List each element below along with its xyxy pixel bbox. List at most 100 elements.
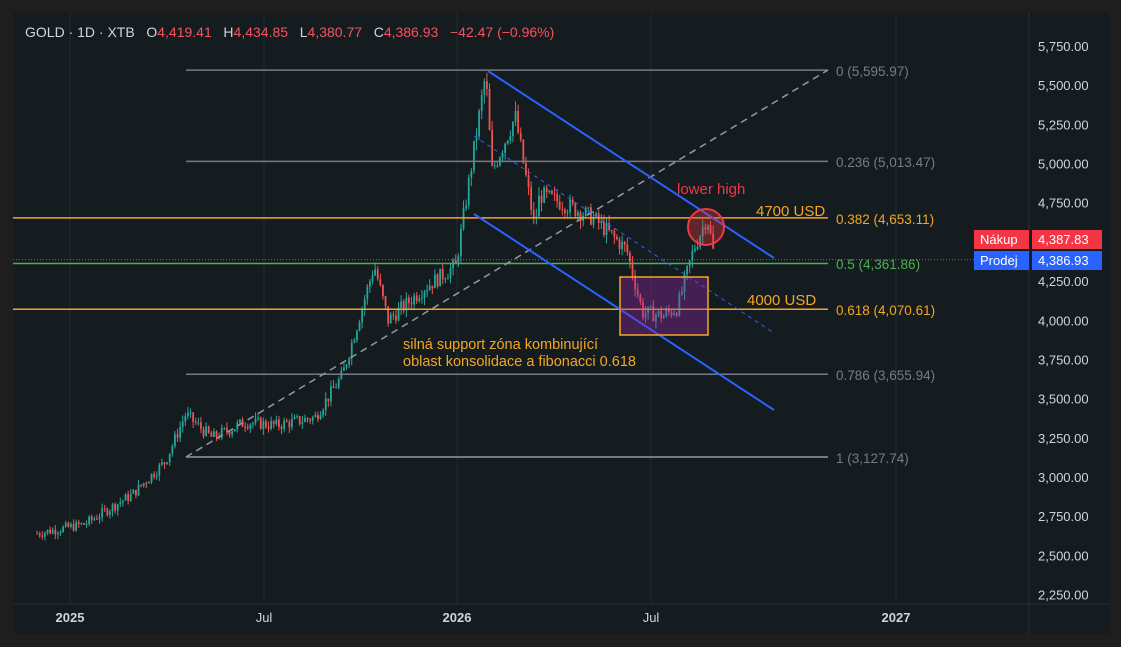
candle-body <box>246 426 249 429</box>
candle-body <box>665 310 668 316</box>
candle-body <box>236 422 239 430</box>
chart-plot-area[interactable] <box>13 13 1109 634</box>
time-tick-label: 2026 <box>443 610 472 625</box>
sell-tag-value: 4,386.93 <box>1038 253 1089 268</box>
candle-body <box>353 340 356 343</box>
candle-body <box>293 417 296 419</box>
candle-body <box>402 301 405 311</box>
open-label: O <box>146 24 158 40</box>
candle-body <box>488 88 491 131</box>
candle-body <box>90 516 93 520</box>
candle-body <box>397 307 400 321</box>
candle-body <box>647 306 650 314</box>
candle-body <box>590 207 592 225</box>
candle-body <box>311 417 314 421</box>
candle-body <box>574 203 577 216</box>
candle-body <box>701 227 704 237</box>
candle-body <box>369 281 371 287</box>
level-4000-label: 4000 USD <box>747 292 816 309</box>
candle-body <box>584 207 587 216</box>
channel-upper-line <box>487 70 775 259</box>
diagonal-trendline <box>185 69 829 458</box>
candle-body <box>210 432 213 437</box>
fibonacci-layer <box>13 69 1029 458</box>
candle-body <box>228 431 231 435</box>
candle-body <box>392 314 395 316</box>
candle-body <box>296 416 299 418</box>
candle-body <box>324 398 327 411</box>
candle-body <box>88 516 91 524</box>
candle-body <box>415 295 418 301</box>
candle-body <box>327 398 330 402</box>
candle-body <box>431 285 434 289</box>
candle-body <box>506 140 509 144</box>
candle-body <box>306 418 309 420</box>
candle-body <box>662 315 665 319</box>
candle-body <box>543 187 546 203</box>
candle-body <box>475 136 478 141</box>
channel-lower-line <box>473 213 775 411</box>
candle-body <box>525 162 527 175</box>
low-value: 4,380.77 <box>307 24 363 40</box>
price-tick-label: 3,750.00 <box>1038 352 1089 367</box>
candle-body <box>470 170 473 178</box>
candle-body <box>636 289 639 295</box>
candle-body <box>267 427 270 429</box>
price-tick-label: 5,500.00 <box>1038 78 1089 93</box>
candle-body <box>673 313 676 316</box>
sell-tag-label-bg <box>974 251 1029 270</box>
candle-body <box>483 81 486 96</box>
candle-body <box>179 427 182 438</box>
candle-body <box>49 529 52 534</box>
sell-tag-value-bg <box>1032 251 1102 270</box>
candle-body <box>610 229 613 232</box>
candle-body <box>44 532 46 537</box>
candle-body <box>366 286 369 300</box>
open-value: 4,419.41 <box>157 24 212 40</box>
candle-body <box>163 462 166 464</box>
candle-body <box>496 165 499 167</box>
candle-body <box>122 500 124 503</box>
candle-body <box>83 523 85 525</box>
candle-body <box>623 241 626 245</box>
candle-body <box>259 417 262 429</box>
candle-body <box>197 422 200 424</box>
candle-body <box>478 110 481 137</box>
candle-body <box>145 483 148 485</box>
candle-body <box>332 386 335 388</box>
price-tick-label: 5,250.00 <box>1038 117 1089 132</box>
candle-body <box>551 190 553 194</box>
candle-body <box>174 434 176 446</box>
candle-body <box>569 199 572 213</box>
candle-body <box>231 431 234 435</box>
candle-body <box>350 342 353 359</box>
candle-body <box>301 421 304 424</box>
candle-body <box>298 416 301 424</box>
candle-body <box>239 419 241 423</box>
candle-body <box>527 174 530 188</box>
price-tick-label: 3,250.00 <box>1038 431 1089 446</box>
candle-body <box>257 417 260 419</box>
candle-body <box>683 274 686 293</box>
candle-body <box>358 322 361 331</box>
price-tick-label: 4,250.00 <box>1038 274 1089 289</box>
candle-body <box>194 421 197 423</box>
candle-body <box>449 268 452 278</box>
candle-body <box>98 517 101 520</box>
candle-body <box>244 426 247 428</box>
candle-body <box>64 522 67 527</box>
candle-body <box>626 244 629 253</box>
candle-body <box>538 195 540 217</box>
sell-tag-label: Prodej <box>980 253 1018 268</box>
price-tick-label: 2,750.00 <box>1038 509 1089 524</box>
candle-body <box>363 299 366 309</box>
candle-body <box>187 412 189 416</box>
candle-body <box>686 266 689 275</box>
fib-label-0618: 0.618 (4,070.61) <box>836 303 935 318</box>
candle-body <box>621 241 624 250</box>
candle-body <box>428 285 431 291</box>
candle-body <box>252 423 254 425</box>
candle-body <box>153 473 156 478</box>
time-tick-label: 2027 <box>882 610 911 625</box>
